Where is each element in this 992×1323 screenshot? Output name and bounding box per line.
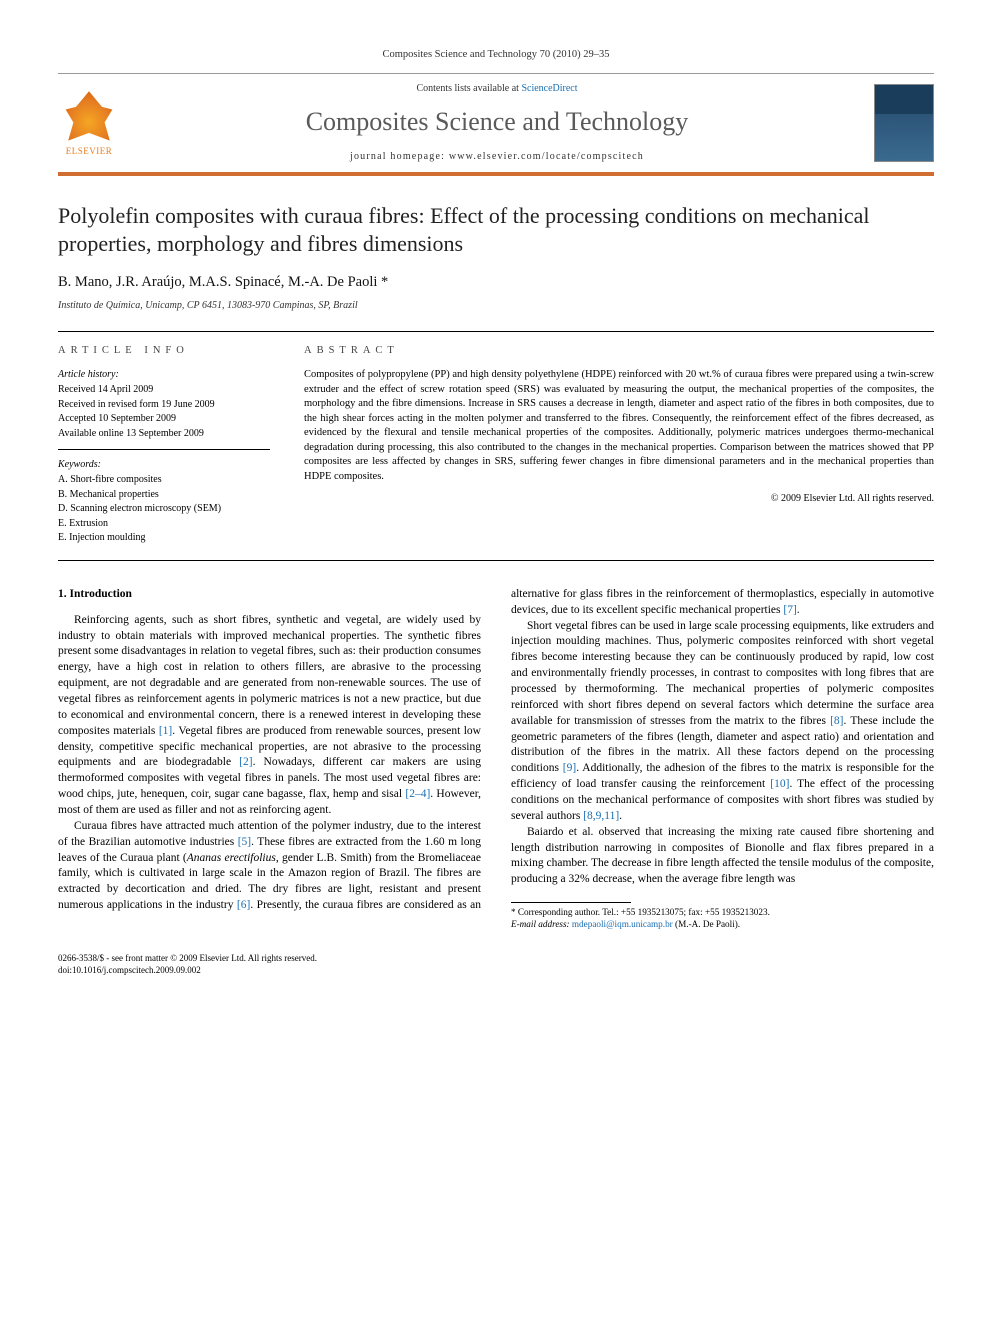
keywords-label: Keywords: xyxy=(58,458,270,472)
body-paragraph: Baiardo et al. observed that increasing … xyxy=(511,825,934,888)
footnote-rule xyxy=(511,902,631,903)
reference-link[interactable]: [2] xyxy=(239,756,252,768)
abstract-text: Composites of polypropylene (PP) and hig… xyxy=(304,368,934,484)
keyword-item: D. Scanning electron microscopy (SEM) xyxy=(58,502,270,516)
reference-link[interactable]: [8,9,11] xyxy=(583,810,619,822)
body-paragraph: Short vegetal fibres can be used in larg… xyxy=(511,619,934,825)
corresponding-author-footnote: * Corresponding author. Tel.: +55 193521… xyxy=(511,907,934,931)
affiliation: Instituto de Química, Unicamp, CP 6451, … xyxy=(58,299,934,313)
abstract-copyright: © 2009 Elsevier Ltd. All rights reserved… xyxy=(304,492,934,506)
reference-link[interactable]: [6] xyxy=(237,899,250,911)
contents-line: Contents lists available at ScienceDirec… xyxy=(134,82,860,96)
contents-prefix: Contents lists available at xyxy=(416,83,521,94)
reference-link[interactable]: [5] xyxy=(238,836,251,848)
reference-link[interactable]: [10] xyxy=(770,778,789,790)
email-label: E-mail address: xyxy=(511,919,572,929)
footnote-corr: * Corresponding author. Tel.: +55 193521… xyxy=(511,907,934,919)
sciencedirect-link[interactable]: ScienceDirect xyxy=(521,83,577,94)
header-center: Contents lists available at ScienceDirec… xyxy=(134,82,860,164)
journal-cover-thumbnail xyxy=(874,84,934,162)
reference-link[interactable]: [7] xyxy=(783,604,796,616)
article-info-heading: ARTICLE INFO xyxy=(58,344,270,359)
reference-link[interactable]: [1] xyxy=(159,725,172,737)
front-matter-line: 0266-3538/$ - see front matter © 2009 El… xyxy=(58,953,934,965)
reference-link[interactable]: [2–4] xyxy=(405,788,430,800)
abstract-heading: ABSTRACT xyxy=(304,344,934,359)
keyword-item: A. Short-fibre composites xyxy=(58,473,270,487)
email-suffix: (M.-A. De Paoli). xyxy=(673,919,740,929)
article-title: Polyolefin composites with curaua fibres… xyxy=(58,202,934,258)
homepage-prefix: journal homepage: xyxy=(350,151,449,162)
divider-bottom xyxy=(58,560,934,561)
history-item: Accepted 10 September 2009 xyxy=(58,412,270,426)
keyword-item: E. Injection moulding xyxy=(58,531,270,545)
journal-homepage: journal homepage: www.elsevier.com/locat… xyxy=(134,150,860,164)
publisher-name: ELSEVIER xyxy=(66,145,113,158)
abstract-block: ABSTRACT Composites of polypropylene (PP… xyxy=(304,344,934,546)
history-block: Article history: Received 14 April 2009 … xyxy=(58,368,270,450)
footnote-email-line: E-mail address: mdepaoli@iqm.unicamp.br … xyxy=(511,919,934,931)
running-header: Composites Science and Technology 70 (20… xyxy=(58,48,934,63)
info-abstract-row: ARTICLE INFO Article history: Received 1… xyxy=(58,344,934,546)
body-columns: 1. Introduction Reinforcing agents, such… xyxy=(58,587,934,931)
publisher-logo: ELSEVIER xyxy=(58,88,120,158)
history-item: Received 14 April 2009 xyxy=(58,383,270,397)
bottom-meta: 0266-3538/$ - see front matter © 2009 El… xyxy=(58,953,934,976)
elsevier-tree-icon xyxy=(63,91,115,143)
divider-top xyxy=(58,331,934,332)
history-item: Available online 13 September 2009 xyxy=(58,427,270,441)
keyword-item: E. Extrusion xyxy=(58,517,270,531)
journal-name: Composites Science and Technology xyxy=(134,104,860,140)
body-paragraph: Reinforcing agents, such as short fibres… xyxy=(58,613,481,819)
keywords-block: Keywords: A. Short-fibre composites B. M… xyxy=(58,458,270,545)
reference-link[interactable]: [9] xyxy=(563,762,576,774)
authors-line: B. Mano, J.R. Araújo, M.A.S. Spinacé, M.… xyxy=(58,272,934,292)
article-info-block: ARTICLE INFO Article history: Received 1… xyxy=(58,344,270,546)
page-container: Composites Science and Technology 70 (20… xyxy=(0,0,992,1016)
email-link[interactable]: mdepaoli@iqm.unicamp.br xyxy=(572,919,673,929)
journal-header: ELSEVIER Contents lists available at Sci… xyxy=(58,73,934,176)
section-heading-intro: 1. Introduction xyxy=(58,587,481,603)
history-label: Article history: xyxy=(58,368,270,382)
keyword-item: B. Mechanical properties xyxy=(58,488,270,502)
homepage-url[interactable]: www.elsevier.com/locate/compscitech xyxy=(449,151,644,162)
reference-link[interactable]: [8] xyxy=(830,715,843,727)
doi-line: doi:10.1016/j.compscitech.2009.09.002 xyxy=(58,965,934,977)
history-item: Received in revised form 19 June 2009 xyxy=(58,398,270,412)
